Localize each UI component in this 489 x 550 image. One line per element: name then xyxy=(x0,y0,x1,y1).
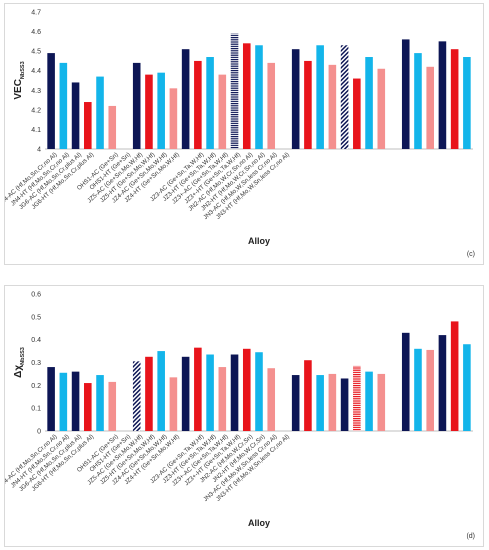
bar xyxy=(377,373,386,431)
bar xyxy=(108,381,117,431)
bar xyxy=(438,335,447,431)
bar xyxy=(242,43,251,149)
bar xyxy=(59,372,68,431)
y-tick-label: 4 xyxy=(37,147,41,154)
bar xyxy=(96,375,104,431)
bar xyxy=(426,66,434,149)
bar xyxy=(353,365,361,431)
y-tick-label: 4.3 xyxy=(31,88,41,95)
bar xyxy=(426,349,434,431)
y-tick-label: 4.7 xyxy=(31,10,41,17)
y-tick-label: 4.4 xyxy=(31,68,41,75)
x-axis-title: Alloy xyxy=(248,518,270,528)
bar xyxy=(414,348,422,431)
bar xyxy=(291,375,300,431)
bar xyxy=(401,332,410,431)
bar xyxy=(340,378,349,431)
y-axis-title-main: Δχ xyxy=(13,365,24,378)
bar xyxy=(157,351,165,431)
y-axis-ticks: 0 0.1 0.2 0.3 0.4 0.5 0.6 xyxy=(31,292,41,436)
y-tick-label: 0.3 xyxy=(31,360,41,367)
bar xyxy=(108,105,117,149)
bar xyxy=(401,39,410,149)
delta-chi-chart: 0 0.1 0.2 0.3 0.4 0.5 0.6 JN4-AC (Hf,Mo,Sn,Cr,n… xyxy=(5,292,475,541)
panel-tag: (d) xyxy=(466,533,475,540)
bar xyxy=(157,72,165,149)
bar xyxy=(304,360,312,431)
bar xyxy=(365,371,373,431)
bar xyxy=(169,377,178,431)
bar xyxy=(206,57,214,150)
bar xyxy=(328,64,337,149)
bar xyxy=(353,78,361,149)
bar xyxy=(230,33,239,149)
y-axis-title: ΔχNbSS3 xyxy=(13,347,26,378)
bar xyxy=(340,45,349,150)
bar xyxy=(463,57,471,150)
chart-panel-delta-chi: 0 0.1 0.2 0.3 0.4 0.5 0.6 JN4-AC (Hf,Mo,Sn,Cr,n… xyxy=(4,285,484,547)
y-tick-label: 0 xyxy=(37,429,41,436)
bar xyxy=(450,321,459,431)
y-tick-label: 0.4 xyxy=(31,337,41,344)
bar xyxy=(255,45,263,150)
bar xyxy=(267,368,276,431)
bar xyxy=(304,60,312,149)
bar xyxy=(267,62,276,150)
chart-panel-vec: 4 4.1 4.2 4.3 4.4 4.5 4.6 4.7 JN4-AC (Hf,Mo,Sn,C… xyxy=(4,3,484,265)
y-tick-label: 0.5 xyxy=(31,314,41,321)
bar xyxy=(194,60,202,149)
bar xyxy=(463,344,471,431)
bar xyxy=(181,356,190,431)
y-axis-title: VECNbSS3 xyxy=(13,61,26,99)
bars xyxy=(47,33,471,150)
panel-tag: (c) xyxy=(467,251,475,258)
bar xyxy=(84,102,92,149)
bar xyxy=(255,352,263,431)
bar xyxy=(169,88,178,149)
bar xyxy=(132,62,141,150)
bar xyxy=(47,367,55,431)
y-axis-ticks: 4 4.1 4.2 4.3 4.4 4.5 4.6 4.7 xyxy=(31,10,41,154)
bar xyxy=(438,41,447,149)
bar xyxy=(242,348,251,431)
bar xyxy=(377,68,386,149)
y-tick-label: 4.2 xyxy=(31,107,41,114)
y-tick-label: 4.6 xyxy=(31,29,41,36)
category-labels: JN4-AC (Hf,Mo,Sn,Cr,no Al)JN4-HT (Hf,Mo,… xyxy=(5,433,291,503)
y-tick-label: 0.6 xyxy=(31,292,41,299)
bar xyxy=(96,76,104,149)
bar xyxy=(316,45,324,150)
bars xyxy=(47,321,471,431)
bar xyxy=(328,373,337,431)
y-axis-title-main: VEC xyxy=(13,79,24,100)
bar xyxy=(414,53,422,149)
bar xyxy=(71,82,80,149)
bar xyxy=(194,347,202,431)
y-tick-label: 0.1 xyxy=(31,406,41,413)
y-tick-label: 4.5 xyxy=(31,49,41,56)
bar xyxy=(71,371,80,431)
bar xyxy=(218,74,227,149)
bar xyxy=(145,356,153,431)
bar xyxy=(47,53,55,149)
y-tick-label: 0.2 xyxy=(31,383,41,390)
bar xyxy=(145,74,153,149)
bar xyxy=(181,49,190,149)
y-axis-title-subscript: NbSS3 xyxy=(20,347,26,365)
bar xyxy=(206,354,214,431)
bar xyxy=(291,49,300,149)
x-axis-title: Alloy xyxy=(248,236,270,246)
bar xyxy=(132,361,141,431)
category-labels: JN4-AC (Hf,Mo,Sn,Cr,no Al)JN4-HT (Hf,Mo,… xyxy=(5,151,291,221)
bar xyxy=(59,62,68,150)
y-tick-label: 4.1 xyxy=(31,127,41,134)
bar xyxy=(316,375,324,431)
y-axis-title-subscript: NbSS3 xyxy=(20,61,26,79)
bar xyxy=(218,367,227,431)
bar xyxy=(230,354,239,431)
bar xyxy=(84,383,92,431)
vec-chart: 4 4.1 4.2 4.3 4.4 4.5 4.6 4.7 JN4-AC (Hf,Mo,Sn,C… xyxy=(5,10,475,259)
bar xyxy=(365,57,373,150)
bar xyxy=(450,49,459,149)
